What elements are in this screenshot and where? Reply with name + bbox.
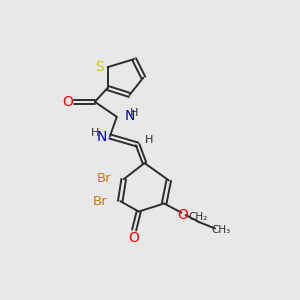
Text: CH₃: CH₃ — [212, 225, 231, 235]
Text: H: H — [145, 135, 153, 145]
Text: S: S — [95, 60, 104, 74]
Text: N: N — [97, 130, 107, 144]
Text: O: O — [62, 95, 73, 109]
Text: CH₂: CH₂ — [188, 212, 207, 222]
Text: H: H — [130, 108, 138, 118]
Text: O: O — [129, 231, 140, 245]
Text: O: O — [177, 208, 188, 223]
Text: N: N — [124, 109, 135, 123]
Text: Br: Br — [93, 195, 108, 208]
Text: Br: Br — [96, 172, 111, 184]
Text: H: H — [91, 128, 99, 138]
